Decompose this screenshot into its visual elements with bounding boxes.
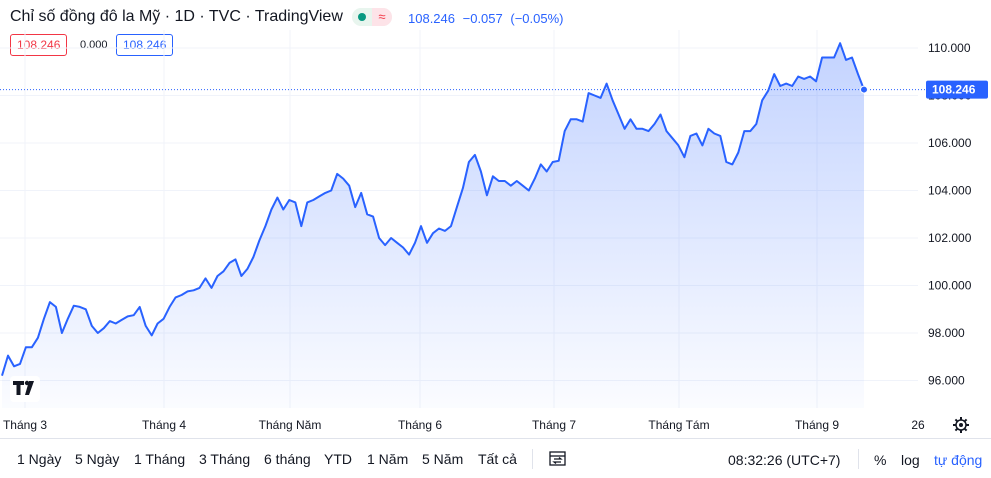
x-tick-label: Tháng 6 [398,418,442,432]
y-tick-label: 102.000 [928,231,972,245]
price-change-percent: (−0.05%) [510,11,564,26]
price-change: −0.057 [462,11,503,26]
market-status-pill[interactable]: ≈ [352,8,392,26]
delayed-data-icon: ≈ [372,8,392,26]
percent-scale-button[interactable]: % [874,452,887,468]
price-line [1,42,865,376]
x-tick-label: Tháng 7 [532,418,576,432]
x-tick-label: Tháng Tám [648,418,709,432]
quote-summary: 108.246 −0.057 (−0.05%) [408,11,568,26]
price-area-fill [2,43,864,408]
y-tick-label: 104.000 [928,184,972,198]
date-range-icon[interactable] [548,450,568,468]
price-chart[interactable]: 96.000 98.000 100.000 102.000 104.000 106.000… [0,0,991,438]
range-1m-button[interactable]: 1 Tháng [134,451,186,467]
y-tick-label: 98.000 [928,326,965,340]
market-open-icon [358,13,366,21]
auto-scale-button[interactable]: tự động [934,452,983,468]
last-price-label: 108.246 [926,80,988,99]
x-tick-label: Tháng 4 [142,418,186,432]
bottom-toolbar: 1 Ngày 5 Ngày 1 Tháng 3 Tháng 6 tháng YT… [0,438,991,478]
timezone-clock[interactable]: 08:32:26 (UTC+7) [728,452,841,468]
y-tick-label: 96.000 [928,374,965,388]
range-1y-button[interactable]: 1 Năm [367,451,409,467]
time-axis[interactable]: Tháng 3 Tháng 4 Tháng Năm Tháng 6 Tháng 7 Thá… [3,418,925,432]
range-5y-button[interactable]: 5 Năm [422,451,464,467]
chart-settings-icon[interactable] [953,417,969,433]
y-tick-label: 106.000 [928,136,972,150]
x-tick-label: Tháng Năm [259,418,322,432]
x-tick-label: Tháng 9 [795,418,839,432]
last-price-label-text: 108.246 [932,83,976,97]
range-3m-button[interactable]: 3 Tháng [199,451,251,467]
toolbar-separator [532,449,533,469]
y-tick-label: 100.000 [928,279,972,293]
last-price: 108.246 [408,11,455,26]
range-ytd-button[interactable]: YTD [324,451,352,467]
x-tick-label: Tháng 3 [3,418,47,432]
log-scale-button[interactable]: log [901,452,920,468]
range-all-button[interactable]: Tất cả [478,451,517,467]
range-5d-button[interactable]: 5 Ngày [75,451,120,467]
range-1d-button[interactable]: 1 Ngày [17,451,62,467]
symbol-title[interactable]: Chỉ số đồng đô la Mỹ · 1D · TVC · Tradin… [10,8,343,25]
last-price-dot [860,85,868,94]
y-tick-label: 110.000 [928,41,971,55]
range-6m-button[interactable]: 6 tháng [264,451,311,467]
x-tick-label: 26 [911,418,925,432]
toolbar-separator [858,449,859,469]
tradingview-logo[interactable] [10,376,40,402]
